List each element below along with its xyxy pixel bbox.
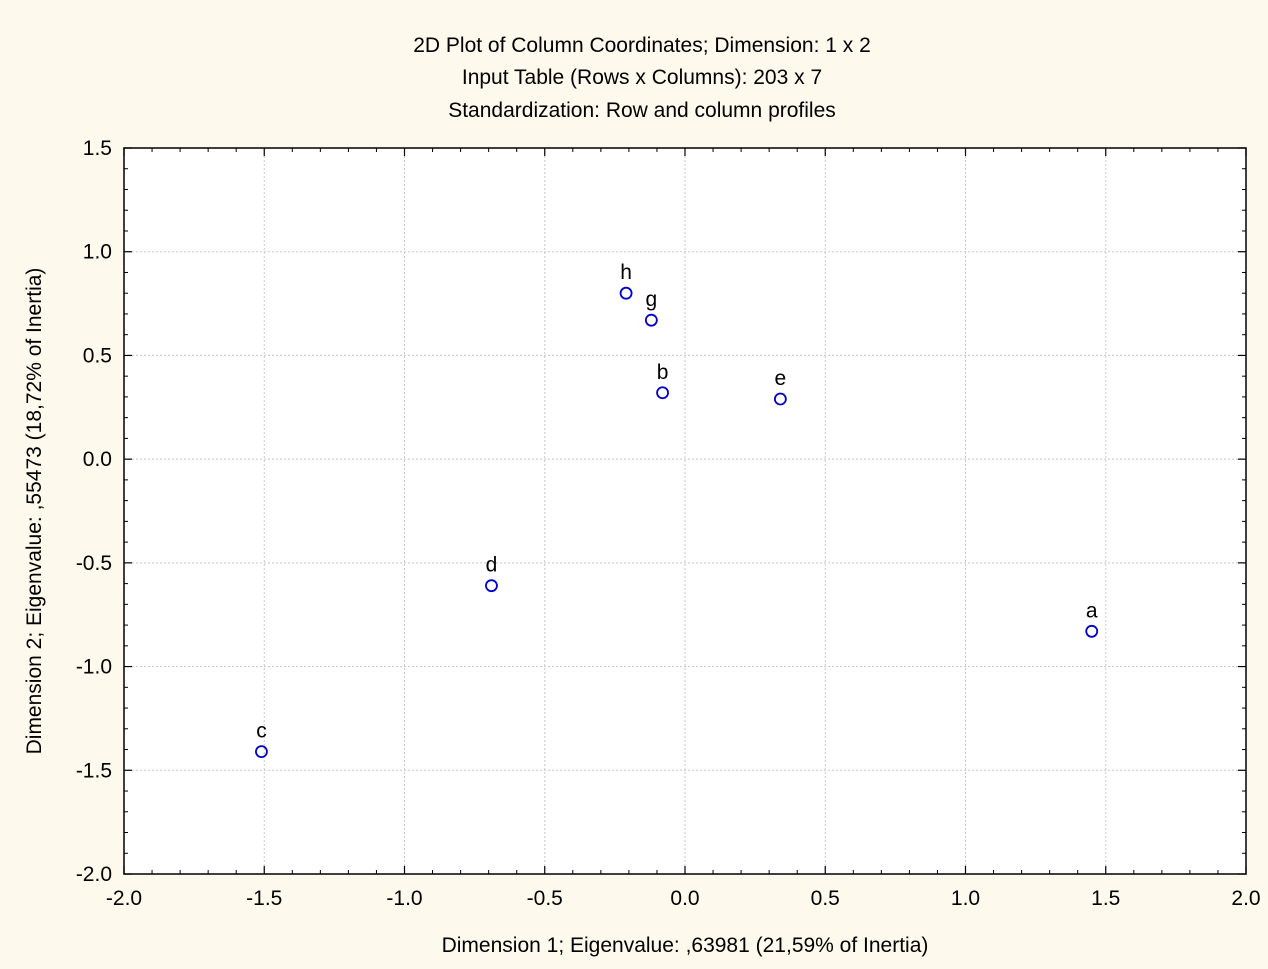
chart-title-line-2: Input Table (Rows x Columns): 203 x 7 <box>462 66 822 89</box>
x-tick-label: -2.0 <box>106 887 142 910</box>
y-tick-label: 1.5 <box>83 137 112 160</box>
chart-title-line-3: Standardization: Row and column profiles <box>448 99 836 122</box>
data-label-d: d <box>486 554 498 577</box>
data-point-h <box>619 286 633 300</box>
y-tick-label: 1.0 <box>83 241 112 264</box>
data-label-b: b <box>657 361 669 384</box>
x-tick-label: 1.0 <box>951 887 980 910</box>
y-tick-label: 0.0 <box>83 448 112 471</box>
y-tick-label: -0.5 <box>76 552 112 575</box>
y-tick-label: -1.5 <box>76 759 112 782</box>
y-tick-label: 0.5 <box>83 344 112 367</box>
data-point-b <box>656 386 669 400</box>
data-point-g <box>644 313 658 327</box>
axis-ticks <box>123 147 1247 875</box>
grid-lines <box>124 148 1246 874</box>
x-axis-label: Dimension 1; Eigenvalue: ,63981 (21,59% … <box>442 934 929 957</box>
chart-title-line-1: 2D Plot of Column Coordinates; Dimension… <box>413 34 871 57</box>
y-tick-labels: -2.0 -1.5 -1.0 -0.5 0.0 0.5 1.0 1.5 <box>76 137 112 886</box>
data-point-d <box>485 579 498 593</box>
data-label-e: e <box>775 367 787 390</box>
y-axis-label: Dimension 2; Eigenvalue: ,55473 (18,72% … <box>23 268 46 755</box>
x-tick-label: -1.5 <box>246 887 282 910</box>
data-label-h: h <box>620 261 632 284</box>
x-tick-label: 2.0 <box>1231 887 1260 910</box>
x-tick-label: 1.5 <box>1091 887 1120 910</box>
data-point-c <box>255 745 268 759</box>
x-tick-label: 0.5 <box>811 887 840 910</box>
data-label-c: c <box>256 720 267 743</box>
y-tick-label: -1.0 <box>76 656 112 679</box>
data-points: a b c d e gh <box>255 261 1099 759</box>
y-tick-label: -2.0 <box>76 863 112 886</box>
data-point-a <box>1085 624 1099 638</box>
data-point-e <box>773 392 787 406</box>
x-tick-labels: -2.0 -1.5 -1.0 -0.5 0.0 0.5 1.0 1.5 2.0 <box>106 887 1261 910</box>
x-tick-label: -1.0 <box>386 887 422 910</box>
x-tick-label: 0.0 <box>670 887 699 910</box>
x-tick-label: -0.5 <box>527 887 563 910</box>
data-label-g: g <box>645 288 657 311</box>
data-label-a: a <box>1086 599 1098 622</box>
